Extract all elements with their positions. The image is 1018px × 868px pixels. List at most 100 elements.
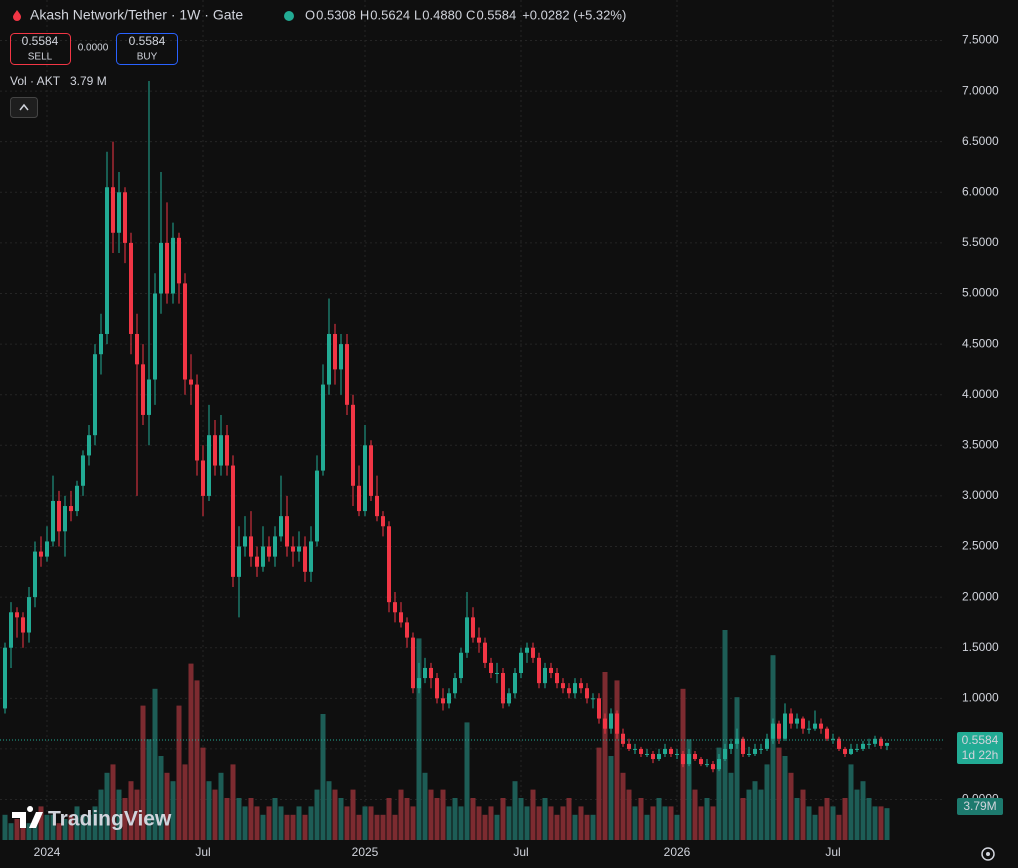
- volume-bar: [590, 814, 596, 840]
- price-axis: 0.00000.50001.00001.50002.00002.50003.00…: [34, 0, 1018, 868]
- candle-body: [9, 612, 13, 648]
- volume-bar: [62, 819, 68, 840]
- x-tick-label: 2025: [352, 845, 379, 859]
- candle-body: [393, 602, 397, 613]
- candles: [3, 80, 889, 773]
- volume-tag: [957, 798, 1003, 815]
- price-tag-value: 0.5584: [962, 733, 999, 747]
- volume-bar: [854, 789, 860, 840]
- candle-body: [837, 738, 841, 749]
- candle-body: [639, 748, 643, 754]
- candle-body: [531, 647, 535, 658]
- candle-body: [213, 435, 217, 466]
- market-status: [284, 11, 294, 21]
- volume-bar: [368, 806, 374, 840]
- candle-body: [243, 536, 247, 547]
- candle-body: [477, 637, 481, 643]
- volume-bar: [362, 806, 368, 840]
- volume-bar: [44, 814, 50, 840]
- volume-bar: [536, 806, 542, 840]
- countdown: 1d 22h: [962, 748, 999, 762]
- volume-bar: [554, 814, 560, 840]
- candle-body: [327, 333, 331, 385]
- volume-bar: [116, 789, 122, 840]
- buy-price[interactable]: 0.5584: [129, 34, 166, 48]
- symbol-title[interactable]: Akash Network/Tether · 1W · Gate: [30, 7, 243, 23]
- candle-body: [765, 738, 769, 749]
- candle-body: [825, 728, 829, 739]
- candle-body: [351, 404, 355, 486]
- volume-bar: [146, 739, 152, 840]
- volume-bar: [800, 789, 806, 840]
- settings-icon[interactable]: [981, 847, 995, 861]
- buy-button[interactable]: [116, 33, 178, 65]
- volume-bar: [26, 823, 32, 840]
- y-tick-label: 3.0000: [962, 488, 999, 502]
- volume-bar: [782, 756, 788, 840]
- candle-body: [723, 748, 727, 760]
- candle-body: [603, 718, 607, 729]
- candle-body: [441, 698, 445, 704]
- candle-body: [321, 384, 325, 471]
- volume-bar: [710, 806, 716, 840]
- volume-bar: [728, 772, 734, 840]
- volume-bar: [746, 789, 752, 840]
- volume-bar: [608, 756, 614, 840]
- candle-body: [129, 242, 133, 334]
- volume-bar: [506, 806, 512, 840]
- candle-body: [801, 718, 805, 729]
- candle-body: [411, 637, 415, 689]
- volume-bar: [158, 756, 164, 840]
- collapse-button[interactable]: [10, 97, 38, 118]
- volume-bar: [50, 814, 56, 840]
- candle-body: [693, 753, 697, 760]
- volume-bar: [8, 823, 14, 840]
- volume-bar: [872, 806, 878, 840]
- candle-body: [609, 713, 613, 729]
- candle-body: [663, 748, 667, 754]
- volume-bar: [170, 781, 176, 840]
- brand-logo: [12, 806, 43, 828]
- sell-button[interactable]: [10, 33, 71, 65]
- ohlc-value: 0.5584: [476, 7, 516, 22]
- volume-bar: [482, 814, 488, 840]
- candle-body: [879, 738, 883, 746]
- brand: TradingView: [48, 808, 172, 831]
- candle-body: [495, 673, 499, 675]
- volume-bar: [374, 814, 380, 840]
- volume-bar: [248, 798, 254, 840]
- y-tick-label: 4.5000: [962, 336, 999, 350]
- candle-body: [507, 693, 511, 704]
- candle-body: [63, 506, 67, 532]
- volume-bar: [422, 772, 428, 840]
- buy-label[interactable]: BUY: [137, 52, 158, 63]
- sell-label[interactable]: SELL: [28, 52, 53, 63]
- volume-bar: [770, 655, 776, 840]
- candle-body: [501, 673, 505, 704]
- volume-bar: [194, 680, 200, 840]
- volume-bar: [692, 789, 698, 840]
- volume-bar: [386, 798, 392, 840]
- volume-bar: [284, 814, 290, 840]
- volume-bar: [110, 764, 116, 840]
- volume-tag-value: 3.79M: [963, 799, 996, 813]
- candle-body: [177, 237, 181, 284]
- volume-bar: [602, 672, 608, 840]
- volume-bar: [308, 806, 314, 840]
- volume-bar: [632, 806, 638, 840]
- volume-bar: [518, 798, 524, 840]
- ohlc-key: L: [414, 7, 421, 22]
- sell-price[interactable]: 0.5584: [22, 34, 59, 48]
- candle-body: [315, 470, 319, 542]
- volume-bar: [656, 798, 662, 840]
- volume-bar: [698, 806, 704, 840]
- volume-value: 3.79 M: [70, 74, 107, 88]
- candle-body: [873, 738, 877, 744]
- volume-bar: [356, 814, 362, 840]
- candle-body: [729, 743, 733, 749]
- candle-body: [249, 536, 253, 557]
- candle-body: [147, 379, 151, 415]
- candle-body: [69, 506, 73, 512]
- candle-body: [255, 556, 259, 567]
- volume-bar: [182, 764, 188, 840]
